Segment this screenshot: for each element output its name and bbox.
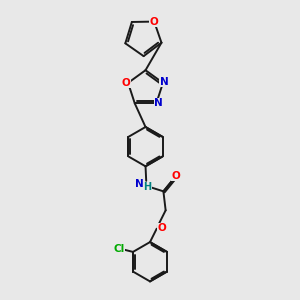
- Text: N: N: [160, 77, 169, 87]
- Text: N: N: [154, 98, 163, 108]
- Text: O: O: [150, 16, 159, 27]
- Text: O: O: [122, 78, 130, 88]
- Text: O: O: [158, 223, 167, 233]
- Text: Cl: Cl: [113, 244, 125, 254]
- Text: N: N: [135, 179, 144, 189]
- Text: H: H: [143, 182, 151, 192]
- Text: O: O: [171, 171, 180, 181]
